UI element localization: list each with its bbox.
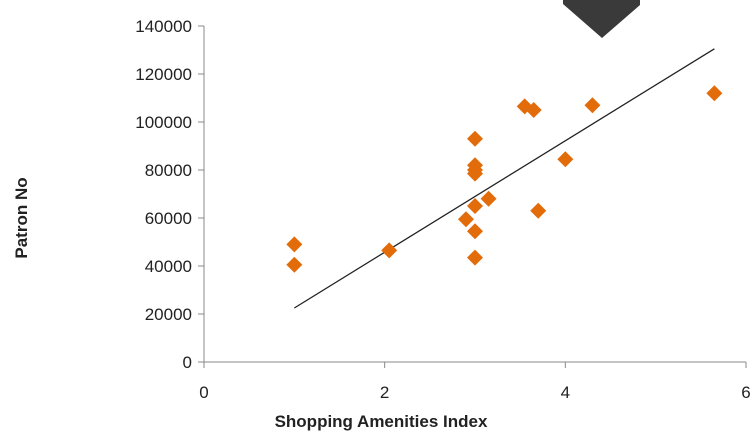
y-axis: 0 20000 40000 60000 80000 100000 120000 140000 bbox=[135, 17, 205, 372]
x-tick-label: 6 bbox=[741, 383, 750, 402]
y-tick-label: 100000 bbox=[135, 113, 192, 132]
y-tick-label: 120000 bbox=[135, 65, 192, 84]
data-point bbox=[467, 165, 483, 182]
data-point bbox=[467, 130, 483, 147]
x-axis: 0 2 4 6 bbox=[199, 361, 751, 402]
y-tick-label: 40000 bbox=[145, 257, 192, 276]
y-tick-label: 80000 bbox=[145, 161, 192, 180]
data-points bbox=[286, 85, 723, 273]
data-point bbox=[286, 236, 303, 253]
x-axis-title: Shopping Amenities Index bbox=[275, 412, 488, 431]
trendline bbox=[293, 48, 715, 309]
x-tick-label: 0 bbox=[199, 383, 208, 402]
data-point bbox=[467, 198, 483, 214]
data-point bbox=[457, 211, 474, 228]
data-point bbox=[286, 256, 303, 273]
x-tick-label: 2 bbox=[380, 383, 389, 402]
y-axis-title: Patron No bbox=[12, 177, 31, 258]
y-tick-label: 140000 bbox=[135, 17, 192, 36]
data-point bbox=[381, 242, 398, 259]
data-point bbox=[706, 85, 723, 102]
data-point bbox=[467, 249, 483, 266]
data-point bbox=[530, 202, 547, 219]
data-point bbox=[525, 102, 542, 118]
data-point bbox=[557, 151, 574, 168]
y-tick-label: 0 bbox=[183, 353, 192, 372]
corner-badge-shape bbox=[563, 0, 640, 38]
y-tick-label: 60000 bbox=[145, 209, 192, 228]
data-point bbox=[467, 223, 483, 240]
data-point bbox=[584, 97, 601, 114]
data-point bbox=[480, 190, 497, 207]
trendline-group bbox=[293, 48, 715, 309]
y-tick-label: 20000 bbox=[145, 305, 192, 324]
x-tick-label: 4 bbox=[561, 383, 570, 402]
